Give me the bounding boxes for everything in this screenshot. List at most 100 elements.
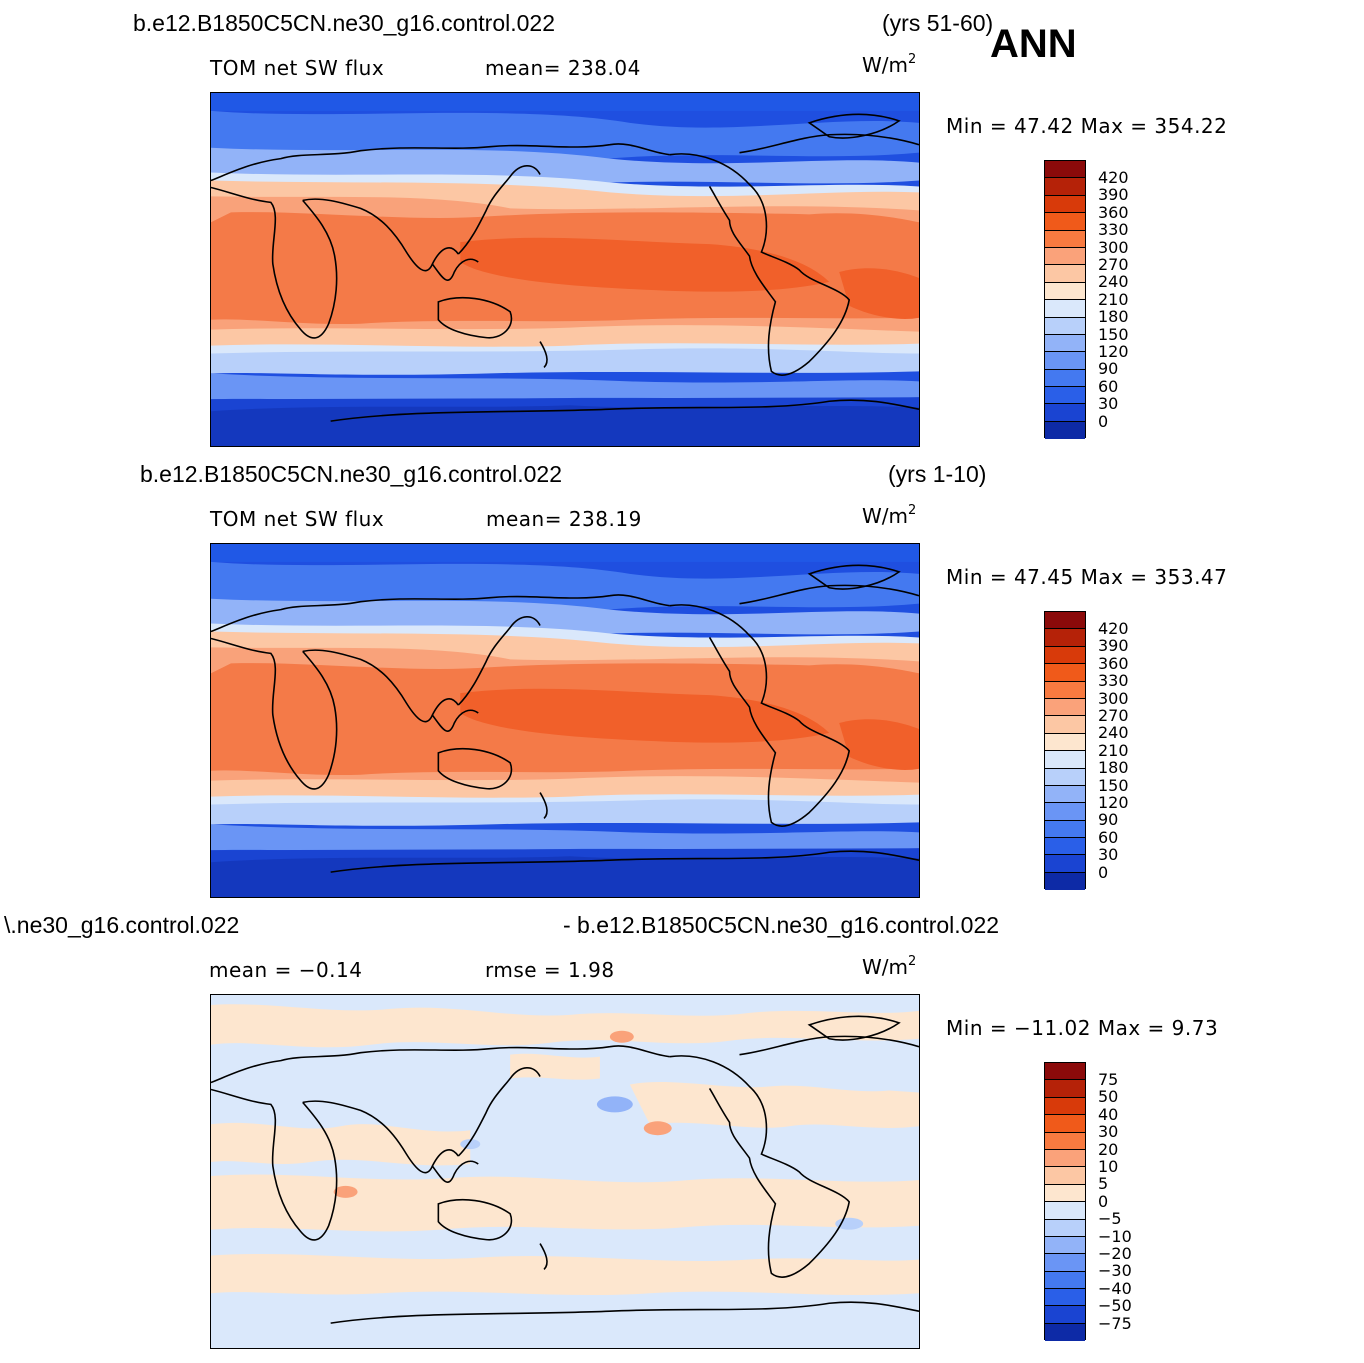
colorbar-labels: 420 390 360 330 300 270 240 210 180 150 120 90 60 30 0 [1098,168,1129,431]
years-label: - b.e12.B1850C5CN.ne30_g16.control.022 [563,912,1000,938]
colorbar-swatch [1045,247,1085,266]
years-label: (yrs 51-60) [882,10,994,36]
mean-label: mean= 238.04 [485,56,641,80]
colorbar [1044,611,1086,891]
colorbar-level-label: 0 [1098,411,1109,431]
colorbar-level-label: 300 [1098,237,1129,257]
colorbar-swatch [1045,178,1085,196]
colorbar-labels: 75 50 40 30 20 10 5 0 −5 −10 −20 −30 −40 −50 −75 [1098,1070,1132,1333]
colorbar-swatch [1045,1132,1085,1150]
colorbar-level-label: 90 [1098,810,1119,830]
colorbar-level-label: −75 [1098,1313,1132,1333]
colorbar-level-label: −10 [1098,1226,1132,1246]
colorbar-level-label: 90 [1098,359,1119,379]
rmse-label: rmse = 1.98 [485,958,615,982]
colorbar-level-label: 30 [1098,394,1119,414]
colorbar-level-label: 420 [1098,168,1129,187]
colorbar-swatch [1045,1063,1085,1081]
colorbar-level-label: 240 [1098,723,1129,743]
colorbar-level-label: 150 [1098,324,1129,344]
mean-label: mean= 238.19 [486,507,642,531]
units-label: W/m2 [862,52,917,77]
colorbar-level-label: −50 [1098,1296,1132,1316]
colorbar-level-label: −20 [1098,1244,1132,1264]
min-max-label: Min = 47.42 Max = 354.22 [946,114,1228,138]
colorbar-swatch [1045,1097,1085,1116]
colorbar-level-label: 210 [1098,289,1129,309]
colorbar-level-label: 120 [1098,793,1129,813]
colorbar-swatch [1045,282,1085,301]
colorbar-swatch [1045,1080,1085,1098]
mean-label: mean = −0.14 [209,958,363,982]
colorbar-level-label: 270 [1098,706,1129,726]
colorbar-level-label: 240 [1098,272,1129,292]
contour-map [211,544,919,897]
colorbar-level-label: 390 [1098,185,1129,205]
colorbar-level-label: 20 [1098,1139,1119,1159]
coastlines [211,113,919,422]
colorbar-swatch [1045,387,1085,405]
colorbar-swatch [1045,612,1085,630]
colorbar-level-label: 360 [1098,202,1129,222]
colorbar-level-label: 60 [1098,376,1119,396]
colorbar-swatch [1045,838,1085,856]
map-plot [210,994,920,1349]
colorbar-swatch [1045,352,1085,370]
colorbar-level-label: 330 [1098,671,1129,691]
colorbar-swatch [1045,1184,1085,1203]
colorbar-swatch [1045,872,1085,891]
colorbar-swatch [1045,1254,1085,1272]
contour-map [211,93,919,446]
colorbar-swatch [1045,317,1085,335]
colorbar-swatch [1045,265,1085,283]
colorbar-swatch [1045,404,1085,422]
colorbar-swatch [1045,1149,1085,1168]
colorbar-swatch [1045,751,1085,769]
colorbar-level-label: 360 [1098,653,1129,673]
colorbar-level-label: 30 [1098,1122,1119,1142]
colorbar-swatch [1045,369,1085,388]
colorbar [1044,160,1086,440]
colorbar-swatch [1045,1219,1085,1237]
colorbar-level-label: 75 [1098,1070,1119,1089]
colorbar-swatch [1045,1289,1085,1307]
map-plot [210,92,920,447]
colorbar-level-label: −40 [1098,1278,1132,1298]
colorbar-swatch [1045,855,1085,873]
case-title: b.e12.B1850C5CN.ne30_g16.control.022 [140,461,562,487]
colorbar-swatch [1045,733,1085,752]
colorbar-swatch [1045,1271,1085,1290]
season-label: ANN [990,22,1077,66]
colorbar-level-label: 210 [1098,740,1129,760]
units-label: W/m2 [862,954,917,979]
colorbar-level-label: 30 [1098,845,1119,865]
colorbar-swatch [1045,803,1085,821]
colorbar-swatch [1045,664,1085,682]
colorbar-level-label: 150 [1098,775,1129,795]
colorbar-swatch [1045,1306,1085,1324]
case-title: \.ne30_g16.control.022 [4,912,240,938]
case-title: b.e12.B1850C5CN.ne30_g16.control.022 [133,10,555,36]
colorbar-swatch [1045,1115,1085,1133]
colorbar-swatch [1045,1167,1085,1185]
colorbar-swatch [1045,820,1085,839]
colorbar-swatch [1045,681,1085,699]
colorbar-level-label: 120 [1098,342,1129,362]
colorbar-level-label: 50 [1098,1087,1119,1107]
colorbar-swatch [1045,629,1085,647]
colorbar-level-label: 390 [1098,636,1129,656]
colorbar-swatch [1045,716,1085,734]
variable-label: TOM net SW flux [210,56,385,80]
coastlines [211,564,919,873]
colorbar-level-label: 10 [1098,1157,1119,1177]
colorbar-swatch [1045,1202,1085,1220]
colorbar-level-label: 420 [1098,619,1129,638]
colorbar-swatch [1045,161,1085,179]
colorbar-level-label: 0 [1098,1191,1109,1211]
colorbar-level-label: 0 [1098,862,1109,882]
contour-map [211,995,919,1348]
colorbar-level-label: 5 [1098,1174,1109,1194]
colorbar-swatch [1045,698,1085,717]
min-max-label: Min = −11.02 Max = 9.73 [946,1016,1219,1040]
colorbar-swatch [1045,768,1085,786]
